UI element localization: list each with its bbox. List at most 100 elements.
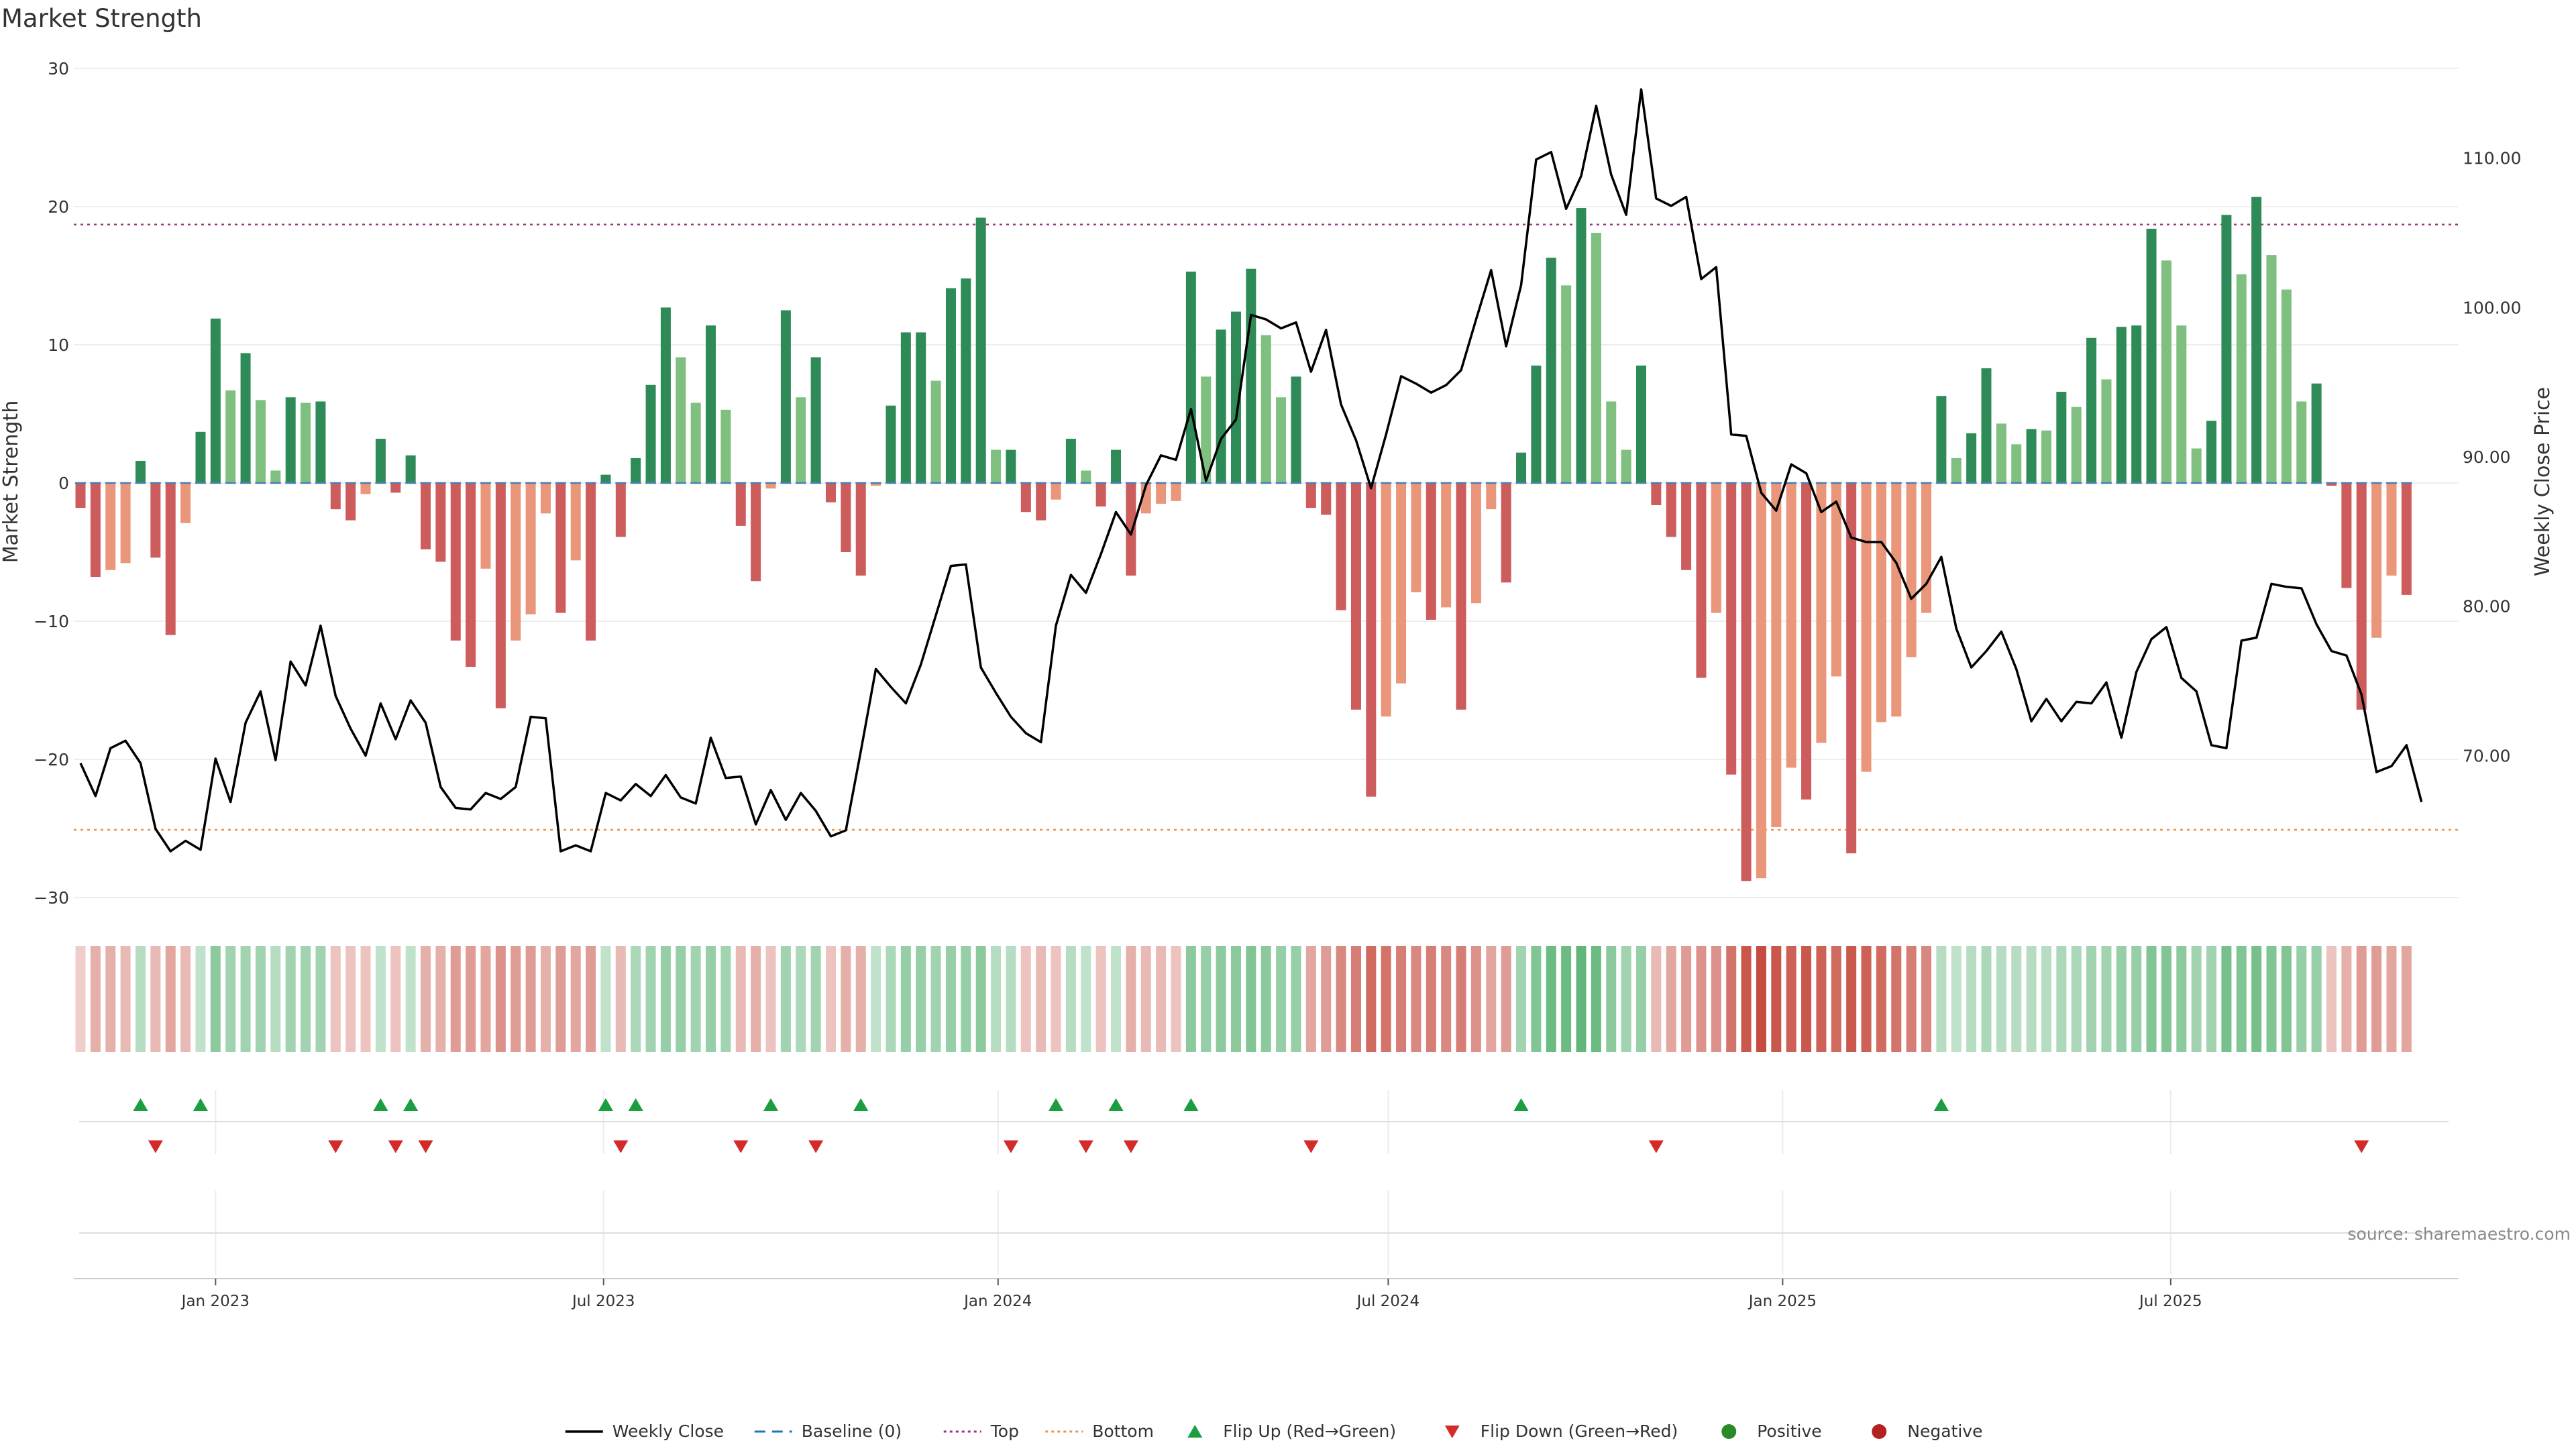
strength-bar: [1666, 483, 1676, 537]
strength-bar: [2311, 383, 2322, 483]
legend-swatch: [1187, 1425, 1203, 1438]
strip-cell: [676, 946, 686, 1052]
strip-cell: [2326, 946, 2337, 1052]
y2-tick-label: 110.00: [2463, 149, 2521, 168]
strip-cell: [1696, 946, 1707, 1052]
strength-bar: [751, 483, 761, 582]
strength-bar: [225, 390, 236, 483]
strip-cell: [1936, 946, 1947, 1052]
legend-item: Positive: [1721, 1421, 1822, 1441]
threshold-lines: [74, 223, 2459, 831]
strip-cell: [1531, 946, 1542, 1052]
strip-cell: [1185, 946, 1196, 1052]
flip-up-marker: [763, 1098, 779, 1111]
strength-bar: [975, 217, 986, 483]
strip-cell: [1951, 946, 1962, 1052]
strip-cell: [660, 946, 671, 1052]
strength-bar: [1576, 208, 1587, 483]
legend: Weekly Close Baseline (0) Top Bottom Flip Up…: [565, 1421, 1982, 1441]
strength-bar: [1350, 483, 1361, 710]
strip-cell: [90, 946, 101, 1052]
strength-bar: [495, 483, 506, 708]
strip-cell: [2266, 946, 2277, 1052]
strip-cell: [765, 946, 776, 1052]
strip-cell: [735, 946, 746, 1052]
legend-item: Flip Down (Green→Red): [1444, 1421, 1678, 1441]
strength-bar: [375, 439, 386, 483]
strip-cell: [450, 946, 461, 1052]
strip-cell: [1561, 946, 1572, 1052]
strip-cell: [120, 946, 131, 1052]
strip-cell: [586, 946, 596, 1052]
strength-bar: [2236, 274, 2247, 483]
strength-bar: [810, 357, 821, 483]
strength-bar: [1801, 483, 1812, 800]
strength-heat-strip: [75, 946, 2412, 1052]
strength-bar: [1246, 268, 1256, 483]
flip-down-marker: [1648, 1140, 1664, 1153]
strength-bar: [165, 483, 176, 635]
strip-cell: [1441, 946, 1452, 1052]
strip-cell: [210, 946, 221, 1052]
strip-cell: [466, 946, 476, 1052]
strength-bar: [1951, 458, 1962, 483]
strength-bar: [405, 455, 416, 483]
strength-bar: [916, 332, 926, 483]
strip-cell: [1635, 946, 1646, 1052]
flip-down-marker: [1303, 1140, 1319, 1153]
strength-bar: [525, 483, 536, 614]
strip-cell: [1966, 946, 1977, 1052]
strip-cell: [1140, 946, 1151, 1052]
strength-bar: [240, 353, 251, 483]
strength-bar: [1711, 483, 1721, 613]
strip-cell: [826, 946, 836, 1052]
strength-bar: [1006, 449, 1016, 483]
strength-bar: [660, 307, 671, 483]
flip-up-marker: [598, 1098, 613, 1111]
strip-cell: [1501, 946, 1511, 1052]
strength-bar: [270, 470, 281, 483]
flip-down-marker: [1078, 1140, 1093, 1153]
strip-cell: [105, 946, 116, 1052]
strip-cell: [631, 946, 641, 1052]
strength-bar: [2281, 289, 2292, 483]
legend-swatch: [1721, 1424, 1737, 1439]
strip-cell: [1621, 946, 1631, 1052]
flip-up-marker: [133, 1098, 148, 1111]
strength-bar: [1020, 483, 1031, 513]
strip-cell: [1711, 946, 1721, 1052]
flip-up-marker: [628, 1098, 643, 1111]
strip-cell: [285, 946, 296, 1052]
strip-cell: [1786, 946, 1796, 1052]
strip-cell: [1681, 946, 1692, 1052]
strip-cell: [1921, 946, 1932, 1052]
y2-tick-label: 100.00: [2463, 298, 2521, 317]
strip-cell: [1006, 946, 1016, 1052]
strip-cell: [1321, 946, 1332, 1052]
strip-cell: [871, 946, 881, 1052]
strip-cell: [2311, 946, 2322, 1052]
strip-cell: [390, 946, 401, 1052]
strip-cell: [360, 946, 371, 1052]
flip-up-marker: [853, 1098, 869, 1111]
strip-cell: [2341, 946, 2352, 1052]
strength-bar: [1095, 483, 1106, 507]
strip-cell: [2026, 946, 2037, 1052]
strength-bar: [991, 449, 1002, 483]
strength-bar: [1996, 423, 2006, 483]
flip-down-marker: [808, 1140, 824, 1153]
strength-bar: [1126, 483, 1136, 576]
strength-bar: [1606, 401, 1617, 483]
strip-cell: [810, 946, 821, 1052]
strength-bar: [690, 402, 701, 483]
strength-bar: [2356, 483, 2367, 710]
legend-label: Baseline (0): [802, 1421, 902, 1441]
strip-cell: [1576, 946, 1587, 1052]
strength-bar: [180, 483, 191, 523]
strip-cell: [315, 946, 326, 1052]
strength-bar: [735, 483, 746, 526]
strength-bar: [2371, 483, 2382, 638]
legend-swatch: [1444, 1426, 1460, 1438]
flip-markers: [133, 1098, 2369, 1153]
